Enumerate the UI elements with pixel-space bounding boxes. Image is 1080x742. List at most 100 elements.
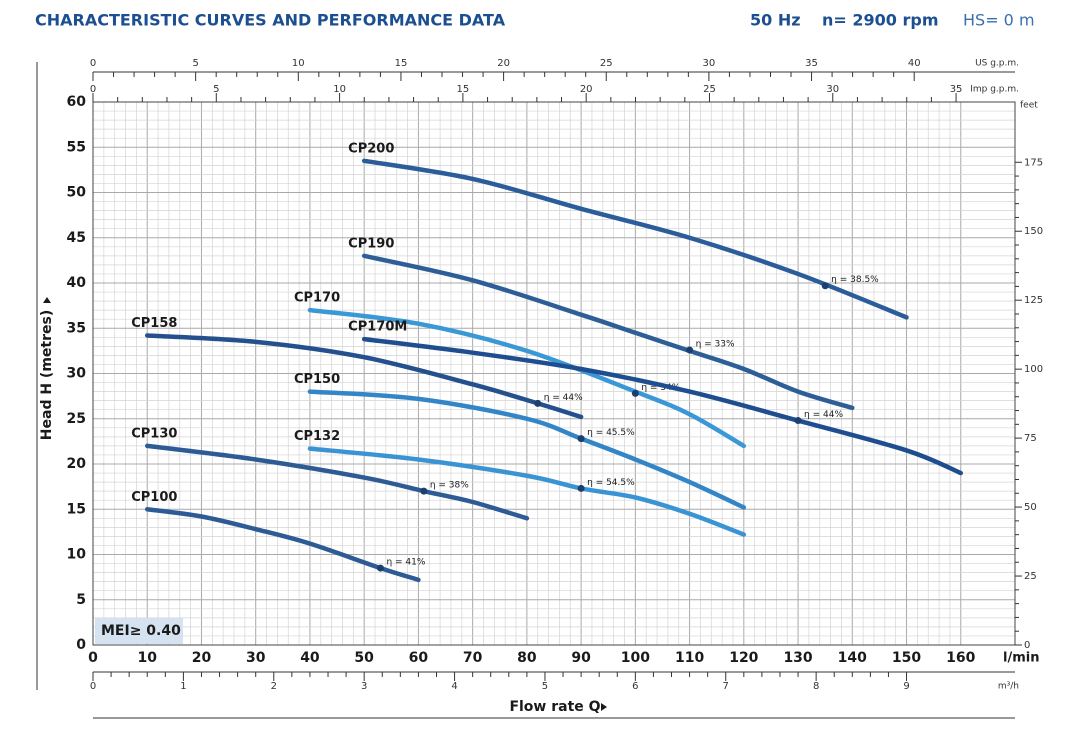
- efficiency-label: η = 44%: [804, 410, 843, 420]
- secondary-tick-label: 8: [813, 681, 819, 692]
- curve-label: CP130: [131, 426, 177, 441]
- secondary-tick-label: 9: [903, 681, 909, 692]
- secondary-tick-label: 20: [580, 84, 593, 95]
- x-tick-label: 80: [517, 650, 537, 666]
- efficiency-point: [821, 282, 829, 290]
- x-tick-label: 60: [409, 650, 429, 666]
- x-tick-label: 40: [300, 650, 320, 666]
- efficiency-label: η = 45.5%: [587, 428, 635, 438]
- curve: [361, 336, 964, 476]
- x-tick-label: 100: [621, 650, 650, 666]
- chart-title: CHARACTERISTIC CURVES AND PERFORMANCE DA…: [35, 11, 506, 30]
- y-tick-label: 30: [67, 366, 87, 382]
- curve-label: CP150: [294, 372, 340, 387]
- y-tick-label: 55: [67, 139, 86, 155]
- x-tick-label: 30: [246, 650, 266, 666]
- axes: 0 10 20 30 40 50 60 70 80 90 100 110 120 130 140 150 160…: [67, 58, 1044, 692]
- secondary-tick-label: 0: [90, 58, 96, 69]
- y-tick-label: 35: [67, 320, 86, 336]
- secondary-tick-label: 10: [333, 84, 346, 95]
- secondary-tick-label: 15: [395, 58, 408, 69]
- secondary-tick-label: 35: [805, 58, 818, 69]
- secondary-tick-label: 7: [723, 681, 729, 692]
- y-tick-label: 25: [67, 411, 86, 427]
- x-axis-title: Flow rate Q: [509, 699, 600, 715]
- curve: [361, 158, 909, 320]
- secondary-tick-label: 20: [497, 58, 510, 69]
- secondary-tick-label: 30: [826, 84, 839, 95]
- secondary-tick-label: 0: [90, 84, 96, 95]
- badge: MEI≥ 0.40: [101, 623, 181, 639]
- x-tick-label: 160: [946, 650, 975, 666]
- efficiency-point: [534, 399, 542, 407]
- secondary-tick-label: 40: [908, 58, 921, 69]
- curve-label: CP170: [294, 291, 340, 306]
- y-tick-label: 60: [67, 94, 87, 110]
- x-tick-label: 10: [137, 650, 157, 666]
- secondary-tick-label: 6: [632, 681, 638, 692]
- plot-frame: [92, 101, 1016, 646]
- x-tick-label: 110: [675, 650, 704, 666]
- x-tick-label: 70: [463, 650, 483, 666]
- curve-label: CP100: [131, 490, 177, 505]
- speed: n= 2900 rpm: [822, 11, 938, 30]
- y2-tick-label: 50: [1024, 502, 1037, 513]
- y2-tick-label: 150: [1024, 226, 1043, 237]
- x-tick-label: 120: [729, 650, 758, 666]
- efficiency-label: η = 44%: [544, 393, 583, 403]
- y-tick-label: 5: [76, 592, 86, 608]
- axis-unit: US g.p.m.: [975, 59, 1019, 69]
- curve: [144, 443, 530, 521]
- x-tick-label: 0: [88, 650, 98, 666]
- secondary-tick-label: 2: [271, 681, 277, 692]
- secondary-tick-label: 25: [600, 58, 613, 69]
- curve-label: CP200: [348, 141, 394, 156]
- secondary-tick-label: 35: [950, 84, 963, 95]
- x-tick-label: 50: [354, 650, 374, 666]
- y-tick-label: 15: [67, 501, 86, 517]
- secondary-tick-label: 5: [542, 681, 548, 692]
- arrow: [43, 297, 51, 303]
- y2-tick-label: 25: [1024, 571, 1037, 582]
- efficiency-point: [631, 389, 639, 397]
- secondary-tick-label: 10: [292, 58, 305, 69]
- grid: [92, 101, 1016, 646]
- efficiency-label: η = 33%: [696, 339, 735, 349]
- efficiency-label: η = 38%: [430, 481, 469, 491]
- y2-tick-label: 0: [1024, 640, 1030, 651]
- suction-height: HS= 0 m: [963, 11, 1035, 30]
- frequency: 50 Hz: [750, 11, 801, 30]
- secondary-tick-label: 15: [457, 84, 470, 95]
- efficiency-point: [577, 484, 585, 492]
- arrow: [601, 703, 607, 711]
- efficiency-label: η = 38.5%: [831, 275, 879, 285]
- y2-tick-label: 125: [1024, 295, 1043, 306]
- y-axis-title: Head H (metres): [39, 310, 55, 440]
- secondary-tick-label: 3: [361, 681, 367, 692]
- secondary-tick-label: 5: [192, 58, 198, 69]
- efficiency-point: [794, 417, 802, 425]
- x-tick-label: 140: [838, 650, 867, 666]
- axis-unit: Imp g.p.m.: [970, 85, 1019, 95]
- curve-label: CP158: [131, 316, 177, 331]
- axis-unit: m³/h: [998, 682, 1019, 692]
- efficiency-point: [577, 435, 585, 443]
- curve-label: CP132: [294, 429, 340, 444]
- curves: CP200 η = 38.5% CP190 η = 33% CP170 η = 34% CP…: [131, 141, 964, 583]
- y2-tick-label: 100: [1024, 364, 1043, 375]
- y-tick-label: 20: [67, 456, 87, 472]
- secondary-tick-label: 5: [213, 84, 219, 95]
- x-tick-label: 130: [783, 650, 812, 666]
- y2-tick-label: 75: [1024, 433, 1037, 444]
- y-tick-label: 45: [67, 230, 86, 246]
- efficiency-label: η = 34%: [641, 383, 680, 393]
- curve: [307, 389, 747, 510]
- y-tick-label: 10: [67, 547, 87, 563]
- x-tick-label: 90: [571, 650, 591, 666]
- efficiency-label: η = 54.5%: [587, 478, 635, 488]
- efficiency-label: η = 41%: [386, 558, 425, 568]
- secondary-tick-label: 4: [451, 681, 457, 692]
- curve: [307, 307, 747, 449]
